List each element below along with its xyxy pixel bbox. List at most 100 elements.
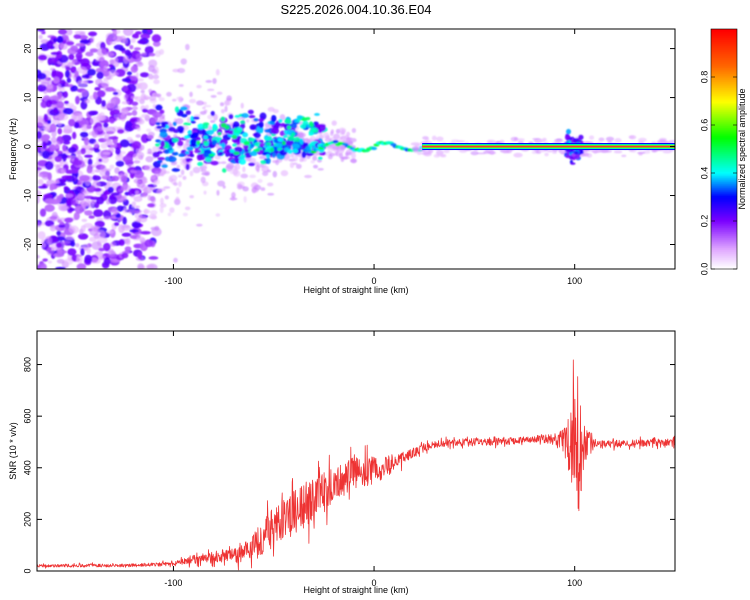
spectrogram-cell <box>89 48 99 53</box>
spectrogram-cell <box>129 45 134 50</box>
spectrogram-cell <box>192 116 200 120</box>
snr-frame <box>36 330 676 572</box>
x-tick-label: 0 <box>372 578 377 588</box>
spectrogram-cell <box>513 152 523 158</box>
colorbar-cell <box>711 213 737 216</box>
spectrogram-cell <box>106 131 115 135</box>
colorbar-cell <box>711 125 737 128</box>
spectrogram-cell <box>266 169 272 173</box>
colorbar-cell <box>711 115 737 118</box>
spectrogram-cell <box>115 147 121 155</box>
spectrogram-plot <box>36 28 676 270</box>
spectrogram-cell <box>215 69 220 76</box>
spectrogram-cell <box>84 254 93 264</box>
colorbar-cell <box>711 47 737 50</box>
spectrogram-cell <box>227 130 235 135</box>
spectrogram-cell <box>210 94 217 98</box>
spectrogram-cell <box>131 201 137 207</box>
spectrogram-cell <box>247 109 254 115</box>
colorbar-label: Normalized spectral amplitude <box>737 88 747 209</box>
spectrogram-cell <box>37 72 47 80</box>
spectrogram-cell <box>341 156 349 160</box>
spectrogram-cell <box>351 152 356 159</box>
spectrogram-cell <box>130 170 137 174</box>
spectrogram-cell <box>163 186 171 189</box>
spectrogram-cell <box>189 170 194 177</box>
spectrogram-cell <box>192 166 201 174</box>
spectrogram-cell <box>431 135 437 141</box>
spectrogram-cell <box>274 121 281 128</box>
spectrogram-cell <box>37 173 44 178</box>
spectrogram-cell <box>207 114 214 120</box>
spectrogram-cell <box>131 141 142 150</box>
colorbar-cell <box>711 155 737 158</box>
spectrogram-cell <box>260 160 267 165</box>
colorbar-cell <box>711 193 737 196</box>
spectrogram-cell <box>150 175 157 180</box>
colorbar-cell <box>711 127 737 130</box>
spectrogram-cell <box>171 168 181 172</box>
spectrogram-cell <box>84 98 90 104</box>
colorbar-cell <box>711 147 737 150</box>
spectrogram-cell <box>46 246 55 256</box>
spectrogram-cell <box>113 36 124 42</box>
spectrogram-cell <box>95 78 103 86</box>
spectrogram-cell <box>75 95 80 105</box>
spectrogram-cell <box>38 263 47 269</box>
spectrogram-cell <box>216 189 220 196</box>
spectrogram-cell <box>132 106 138 111</box>
spectrogram-cell <box>271 152 276 158</box>
spectrogram-cell <box>101 155 109 164</box>
spectrogram-cell <box>638 137 647 143</box>
spectrogram-cell <box>290 132 296 137</box>
spectrogram-cell <box>189 98 197 104</box>
spectrogram-cell <box>74 205 84 214</box>
spectrogram-cell <box>118 47 126 52</box>
colorbar-gradient <box>711 29 737 270</box>
spectrogram-cell <box>46 40 54 50</box>
spectrogram-cell <box>573 151 579 155</box>
colorbar-tick-label: 0.4 <box>699 167 709 180</box>
spectrogram-cell <box>331 120 337 126</box>
spectrogram-cell <box>74 30 86 35</box>
spectrogram-cell <box>282 140 286 146</box>
spectrogram-cell <box>130 38 136 44</box>
spectrogram-cell <box>289 162 295 169</box>
spectrogram-cell <box>212 77 217 84</box>
spectrogram-cell <box>564 134 571 141</box>
spectrogram-cell <box>70 66 77 74</box>
spectrogram-cell <box>159 203 167 208</box>
spectrogram-cell <box>148 52 156 57</box>
spectrogram-cell <box>136 217 142 223</box>
spectrogram-cell <box>240 102 244 109</box>
spectrogram-cell <box>577 137 582 141</box>
colorbar-cell <box>711 249 737 252</box>
spectrogram-cell <box>52 76 60 84</box>
spectrogram-cell <box>150 77 154 80</box>
spectrogram-cell <box>130 75 138 81</box>
colorbar-cell <box>711 223 737 226</box>
spectrogram-cell <box>123 94 129 101</box>
spectrogram-cell <box>50 136 57 143</box>
spectrogram-cell <box>272 109 279 114</box>
spectrogram-cell <box>411 146 419 152</box>
spectrogram-cell <box>37 29 46 32</box>
spectrogram-cell <box>130 95 139 100</box>
spectrogram-cell <box>186 116 191 123</box>
spectrogram-cell <box>178 153 185 158</box>
spectrogram-cell <box>371 146 378 151</box>
colorbar-cell <box>711 229 737 232</box>
spectrogram-cell <box>120 113 126 122</box>
spectrogram-cell <box>131 221 142 229</box>
spectrogram-cell <box>231 191 236 198</box>
spectrogram-cell <box>41 150 50 159</box>
spectrogram-cell <box>76 263 87 269</box>
spectrogram-cell <box>45 99 53 108</box>
spectrogram-cell <box>565 154 571 159</box>
spectrogram-cell <box>136 78 144 82</box>
spectrogram-cell <box>196 153 203 161</box>
spectrogram-cell <box>105 74 112 80</box>
spectrogram-cell <box>177 68 186 74</box>
spectrogram-cell <box>100 60 109 68</box>
spectrogram-cell <box>87 158 93 166</box>
